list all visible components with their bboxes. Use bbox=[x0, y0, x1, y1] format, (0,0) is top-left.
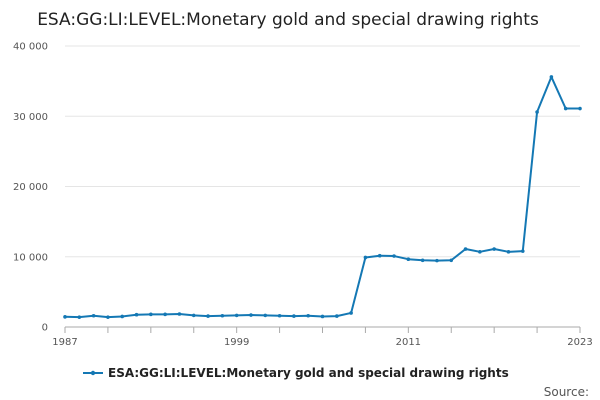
data-point bbox=[292, 314, 296, 318]
data-point bbox=[478, 250, 482, 254]
y-tick-label: 0 bbox=[42, 323, 48, 334]
y-tick-label: 20 000 bbox=[13, 182, 48, 193]
x-tick-label: 2023 bbox=[567, 337, 592, 348]
data-point bbox=[120, 314, 125, 319]
data-point bbox=[134, 312, 139, 317]
source-label: Source: bbox=[544, 385, 589, 399]
data-point bbox=[335, 314, 339, 318]
legend-point-marker bbox=[90, 370, 96, 376]
data-point bbox=[377, 253, 382, 258]
data-point bbox=[263, 313, 268, 318]
legend-label: ESA:GG:LI:LEVEL:Monetary gold and specia… bbox=[108, 366, 509, 380]
data-point bbox=[177, 312, 182, 316]
data-point bbox=[492, 247, 496, 251]
data-point bbox=[449, 258, 454, 263]
data-point bbox=[463, 247, 468, 251]
x-tick-label: 1999 bbox=[224, 337, 249, 348]
x-axis: 1987 1999 2011 2023 bbox=[52, 326, 593, 348]
data-point bbox=[406, 257, 411, 262]
plot-area bbox=[63, 75, 582, 319]
y-tick-label: 30 000 bbox=[13, 112, 48, 123]
data-point bbox=[535, 110, 539, 114]
x-tick-label: 2011 bbox=[396, 337, 421, 348]
data-point bbox=[520, 249, 525, 253]
data-point bbox=[234, 313, 239, 318]
data-point bbox=[206, 314, 210, 318]
data-point bbox=[277, 313, 282, 318]
data-point bbox=[249, 313, 253, 317]
data-point bbox=[191, 313, 196, 318]
series-line bbox=[64, 75, 580, 319]
data-point bbox=[91, 313, 96, 318]
data-point bbox=[149, 312, 153, 317]
y-tick-label: 40 000 bbox=[13, 42, 48, 53]
data-point bbox=[77, 315, 82, 319]
data-point bbox=[220, 313, 225, 318]
data-point bbox=[363, 255, 368, 260]
data-point bbox=[320, 314, 325, 319]
gridlines bbox=[65, 45, 580, 258]
data-point bbox=[506, 250, 511, 254]
x-tick-label: 1987 bbox=[52, 337, 77, 348]
y-tick-label: 10 000 bbox=[13, 252, 48, 263]
data-point bbox=[392, 254, 396, 258]
data-point bbox=[163, 312, 167, 317]
data-point bbox=[563, 106, 568, 111]
chart-title: ESA:GG:LI:LEVEL:Monetary gold and specia… bbox=[37, 10, 539, 30]
data-point bbox=[106, 315, 110, 319]
y-axis: 0 10 000 20 000 30 000 40 000 bbox=[13, 42, 48, 334]
data-point bbox=[435, 258, 439, 263]
data-point bbox=[420, 258, 425, 263]
data-point bbox=[549, 75, 554, 79]
data-point bbox=[306, 313, 310, 318]
legend: ESA:GG:LI:LEVEL:Monetary gold and specia… bbox=[83, 366, 509, 380]
data-point bbox=[63, 315, 67, 319]
data-point bbox=[349, 311, 353, 315]
data-point bbox=[578, 106, 582, 111]
